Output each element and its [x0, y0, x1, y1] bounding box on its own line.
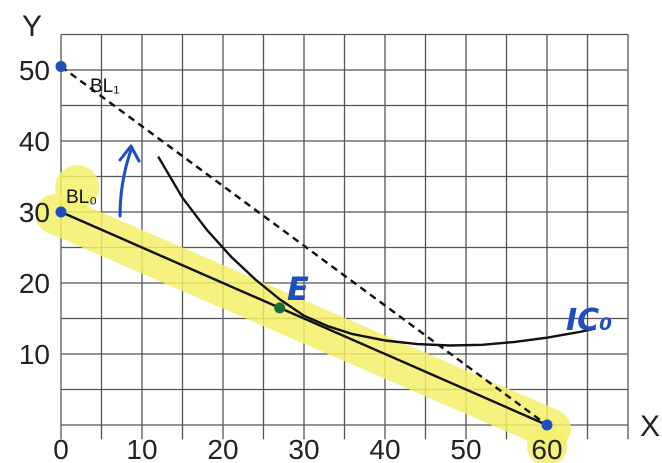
y-tick-label: 20: [19, 268, 50, 299]
annotations: BL₁ BL₀ E IC₀: [66, 76, 612, 338]
pivot-arrow-shaft: [118, 148, 133, 218]
label-ic0: IC₀: [566, 303, 612, 338]
point-3: [541, 419, 553, 431]
y-axis-name: Y: [22, 10, 42, 43]
x-tick-label: 50: [450, 434, 481, 463]
pivot-arrow-head: [118, 144, 141, 163]
tick-labels: 0 10 20 30 40 50 60 10 20 30 40 50: [19, 55, 563, 463]
y-tick-label: 30: [19, 197, 50, 228]
y-tick-label: 50: [19, 55, 50, 86]
point-1: [55, 206, 67, 218]
x-tick-label: 30: [288, 434, 319, 463]
series-bl0-line: [60, 210, 548, 427]
series-lines: [60, 65, 596, 427]
point-0: [55, 60, 67, 72]
x-tick-label: 40: [369, 434, 400, 463]
label-equilibrium: E: [287, 270, 309, 308]
series-ic0-curve: [157, 155, 596, 347]
point-2: [274, 302, 286, 314]
highlight-stroke: [35, 194, 571, 449]
y-tick-label: 10: [19, 339, 50, 370]
x-tick-label: 10: [126, 434, 157, 463]
points: [55, 60, 553, 431]
highlight-blob-x: [527, 426, 567, 463]
y-tick-label: 40: [19, 126, 50, 157]
x-tick-label: 20: [207, 434, 238, 463]
highlight-blob-y: [55, 165, 100, 210]
x-tick-label: 0: [53, 434, 69, 463]
series-bl1-line: [60, 65, 548, 426]
highlight-band: [35, 165, 571, 463]
x-axis-name: X: [640, 410, 660, 443]
label-bl0: BL₀: [66, 187, 97, 208]
label-bl1: BL₁: [90, 76, 120, 97]
x-tick-label: 60: [531, 434, 562, 463]
